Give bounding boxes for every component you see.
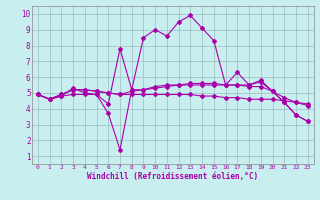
- X-axis label: Windchill (Refroidissement éolien,°C): Windchill (Refroidissement éolien,°C): [87, 172, 258, 181]
